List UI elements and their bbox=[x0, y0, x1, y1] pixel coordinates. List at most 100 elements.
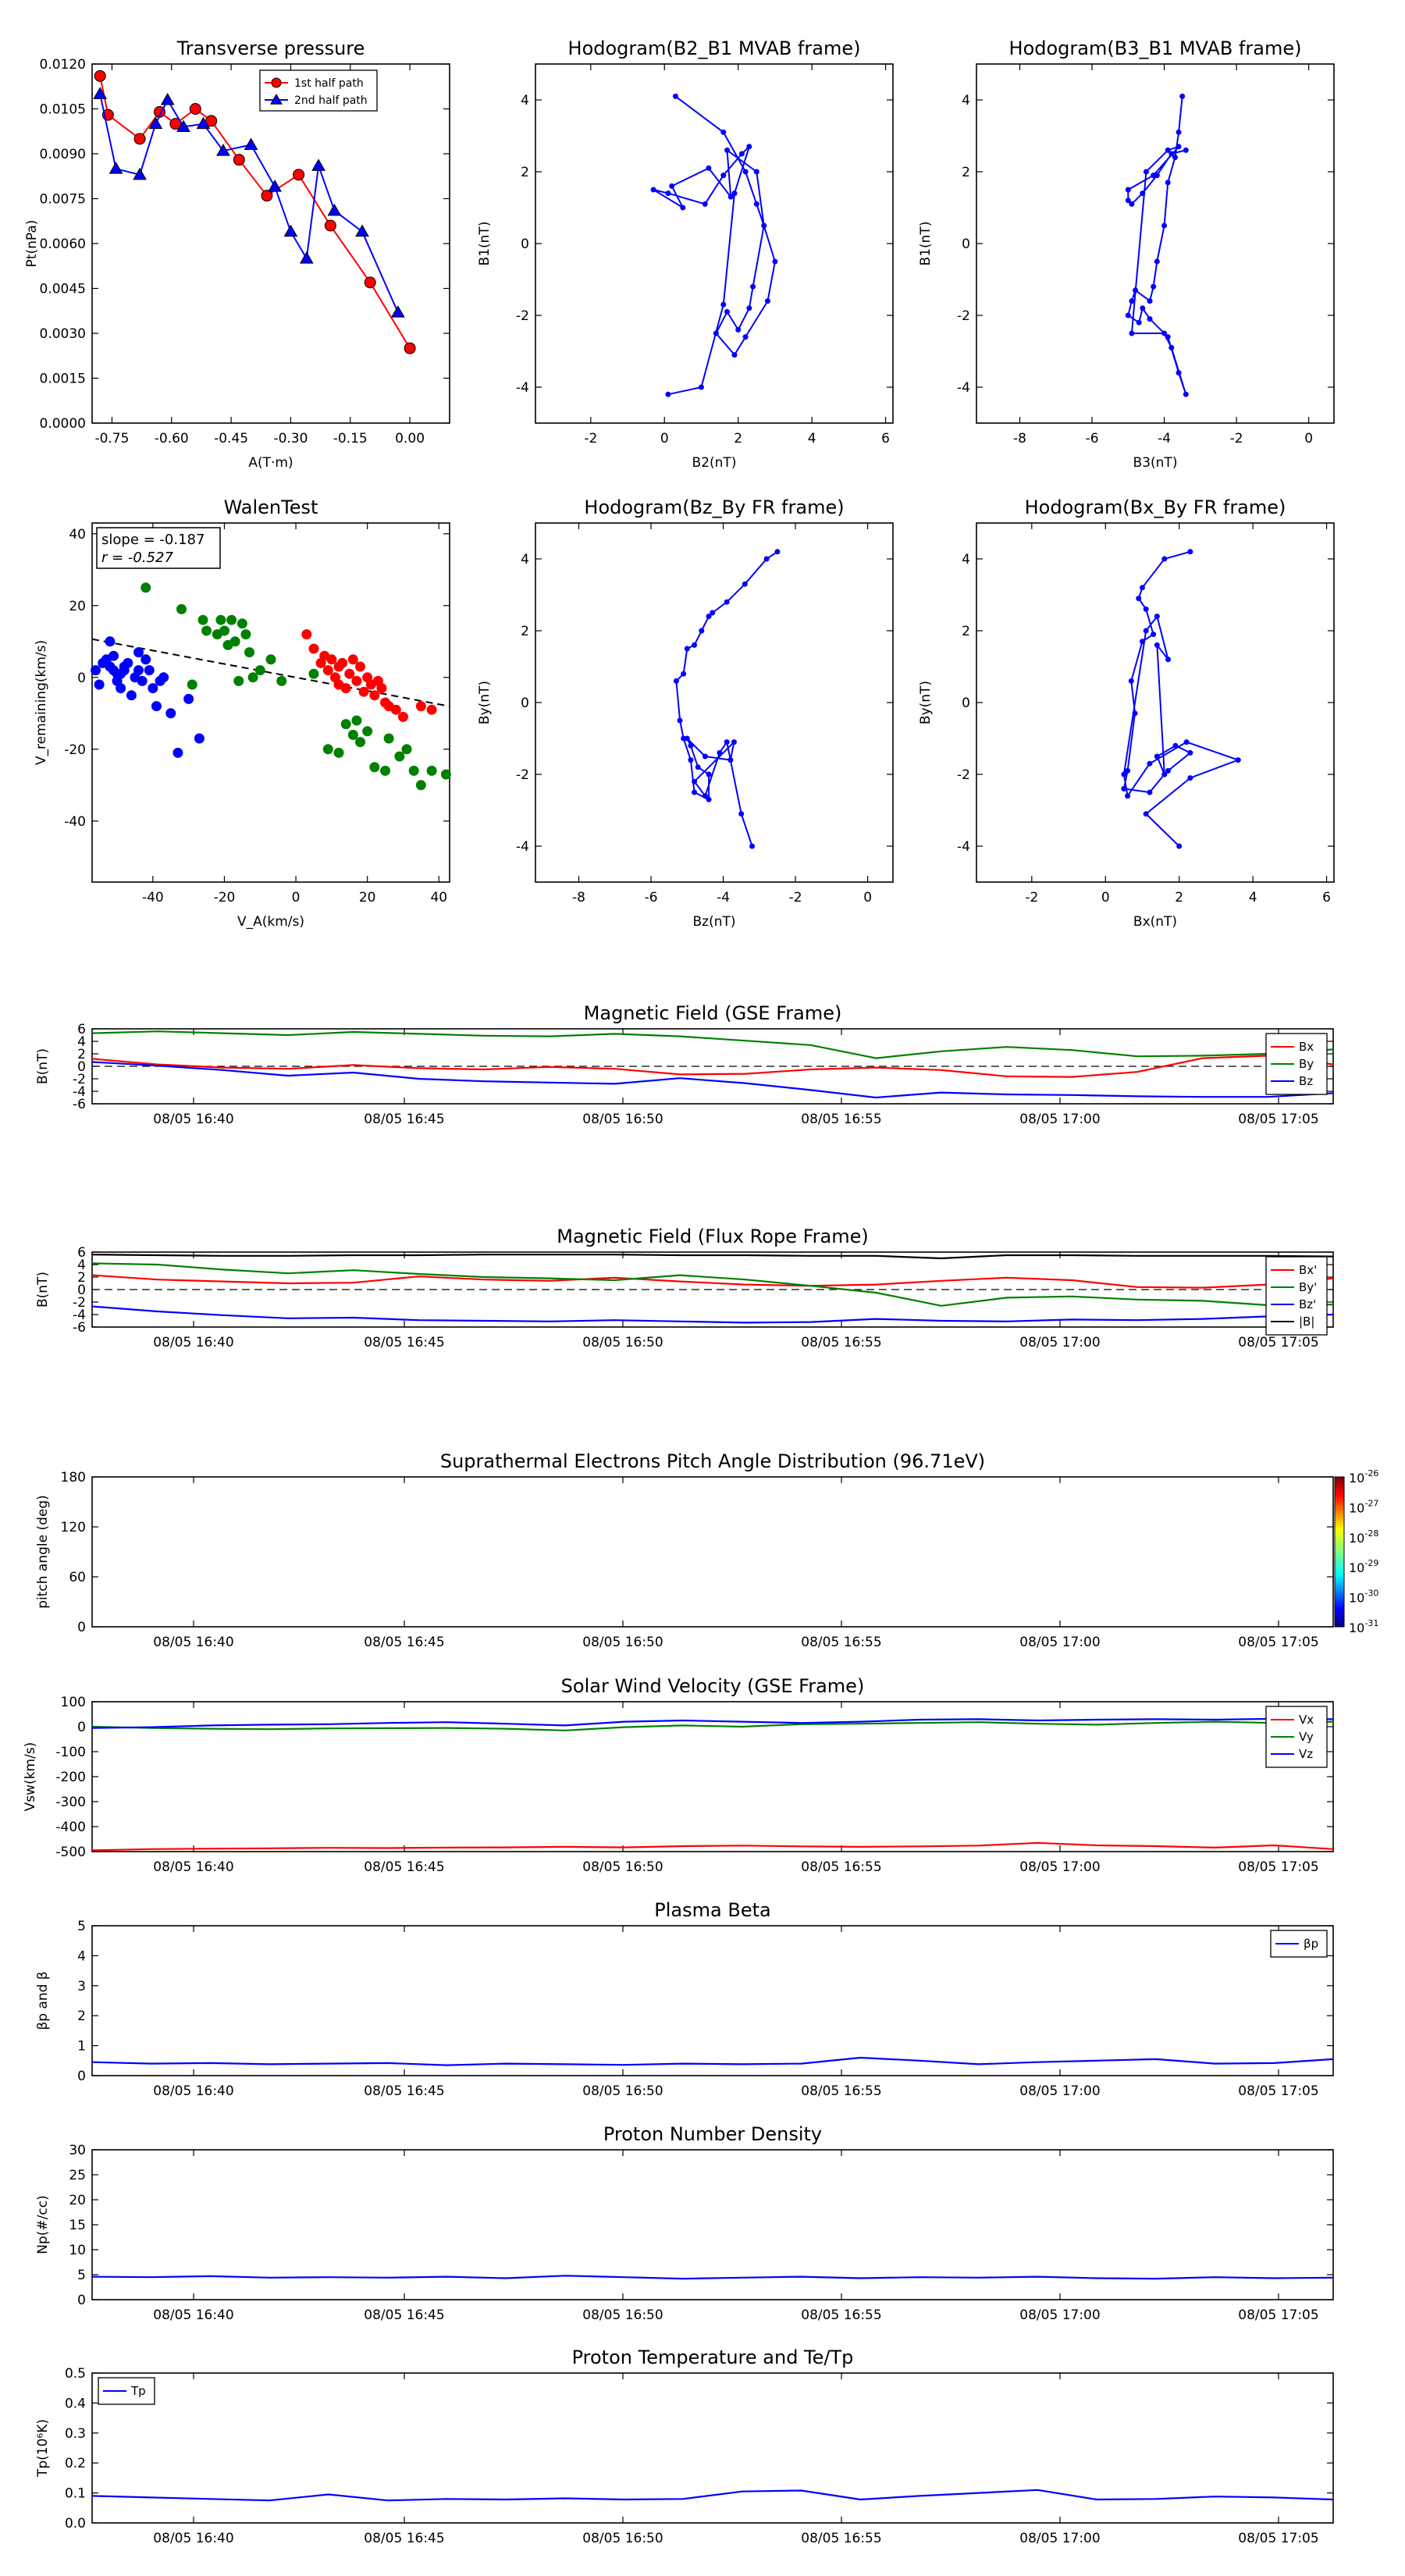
series-Tp bbox=[91, 2489, 1334, 2502]
x-tick-label: 08/05 17:00 bbox=[1019, 2083, 1100, 2099]
legend-box bbox=[1265, 1256, 1328, 1336]
y-tick-label: -2 bbox=[516, 308, 529, 324]
scatter-point bbox=[151, 701, 162, 712]
marker-dot bbox=[706, 771, 712, 777]
x-axis-label: B2(nT) bbox=[692, 455, 737, 471]
chart-title: Proton Temperature and Te/Tp bbox=[572, 2347, 854, 2368]
x-tick-label: 08/05 16:50 bbox=[582, 1859, 663, 1875]
x-tick-label: 20 bbox=[359, 890, 376, 906]
series-Bz bbox=[91, 1061, 1334, 1099]
x-tick-label: 08/05 16:40 bbox=[153, 1335, 233, 1350]
y-axis-label: By(nT) bbox=[477, 681, 493, 724]
legend-label: By' bbox=[1299, 1280, 1317, 1294]
x-tick-label: 08/05 16:40 bbox=[153, 1859, 233, 1875]
y-tick-label: 0.0075 bbox=[40, 192, 86, 208]
x-tick-label: 08/05 17:00 bbox=[1019, 2307, 1100, 2323]
y-tick-label: -6 bbox=[73, 1320, 86, 1336]
y-tick-label: -200 bbox=[55, 1770, 86, 1785]
scatter-point bbox=[148, 683, 158, 694]
series-Bz' bbox=[91, 1305, 1334, 1324]
marker-dot bbox=[702, 201, 708, 207]
y-tick-label: 0.4 bbox=[65, 2396, 86, 2411]
x-tick-label: 08/05 17:05 bbox=[1238, 2531, 1318, 2546]
marker-dot bbox=[1168, 151, 1175, 157]
marker-dot bbox=[749, 843, 756, 849]
x-tick-label: 0 bbox=[292, 890, 301, 906]
scatter-point bbox=[326, 654, 337, 665]
marker-dot bbox=[1147, 789, 1153, 795]
y-axis-label: B(nT) bbox=[35, 1272, 51, 1308]
chart-pad: 0 60 120 180 08/05 16:40 08/05 16:45 08/05 16:… bbox=[35, 1450, 1378, 1650]
marker-dot bbox=[720, 301, 727, 308]
scatter-point bbox=[108, 650, 119, 661]
y-tick-label: 20 bbox=[69, 599, 86, 614]
marker-dot bbox=[650, 187, 656, 193]
y-tick-label: 4 bbox=[521, 552, 529, 568]
y-tick-label: 40 bbox=[69, 527, 86, 543]
marker-dot bbox=[1154, 753, 1160, 760]
legend-label: βp bbox=[1304, 1937, 1318, 1951]
marker-dot bbox=[665, 190, 671, 197]
marker-triangle bbox=[196, 116, 211, 130]
scatter-point bbox=[176, 603, 187, 614]
scatter-point bbox=[440, 769, 451, 780]
colorbar-exponent: -30 bbox=[1364, 1589, 1378, 1599]
marker-dot bbox=[1165, 767, 1172, 774]
marker-dot bbox=[1121, 771, 1127, 777]
marker-dot bbox=[1172, 155, 1178, 161]
x-tick-label: 4 bbox=[808, 431, 816, 447]
marker-dot bbox=[669, 183, 675, 189]
scatter-point bbox=[383, 733, 394, 744]
y-tick-label: 0 bbox=[77, 1720, 86, 1735]
legend-label: Bx' bbox=[1299, 1263, 1317, 1277]
marker-dot bbox=[1125, 793, 1131, 799]
marker-dot bbox=[1161, 222, 1168, 229]
x-tick-label: 2 bbox=[734, 431, 742, 447]
x-axis-label: Bx(nT) bbox=[1133, 914, 1177, 930]
y-axis-label: Np(#/cc) bbox=[35, 2195, 51, 2254]
scatter-point bbox=[105, 636, 116, 647]
marker-circle bbox=[293, 169, 305, 181]
marker-circle bbox=[94, 69, 106, 82]
scatter-point bbox=[369, 762, 380, 773]
y-axis-label: B1(nT) bbox=[477, 222, 493, 266]
marker-dot bbox=[1154, 173, 1160, 179]
scatter-point bbox=[158, 672, 169, 683]
x-tick-label: 08/05 16:55 bbox=[801, 1859, 881, 1875]
chart-title: Hodogram(Bx_By FR frame) bbox=[1025, 496, 1286, 518]
x-tick-label: -0.45 bbox=[214, 431, 248, 447]
x-tick-label: 6 bbox=[1322, 890, 1331, 906]
y-tick-label: -2 bbox=[957, 767, 970, 783]
marker-dot bbox=[695, 764, 701, 770]
marker-dot bbox=[1133, 287, 1139, 294]
scatter-point bbox=[140, 654, 151, 665]
marker-dot bbox=[1125, 767, 1131, 774]
chart-title: Hodogram(Bz_By FR frame) bbox=[584, 496, 844, 518]
scatter-point bbox=[219, 625, 229, 636]
y-tick-label: 2 bbox=[77, 2008, 86, 2024]
scatter-point bbox=[358, 686, 369, 697]
y-tick-label: 2 bbox=[962, 165, 970, 180]
x-tick-label: 08/05 17:05 bbox=[1238, 2307, 1318, 2323]
series-Vz bbox=[91, 1717, 1334, 1729]
scatter-point bbox=[144, 665, 155, 676]
y-tick-label: 0.5 bbox=[65, 2366, 86, 2382]
x-tick-label: 08/05 17:00 bbox=[1019, 1335, 1100, 1350]
scatter-point bbox=[126, 690, 137, 701]
x-tick-label: 08/05 17:00 bbox=[1019, 1112, 1100, 1127]
series-Bx' bbox=[91, 1274, 1334, 1289]
marker-dot bbox=[1129, 201, 1135, 207]
marker-triangle bbox=[355, 224, 369, 237]
marker-triangle bbox=[148, 116, 163, 130]
scatter-point bbox=[91, 665, 101, 676]
series-Vx bbox=[91, 1841, 1334, 1852]
x-tick-label: 08/05 16:50 bbox=[582, 2531, 663, 2546]
plot-frame bbox=[91, 1925, 1334, 2076]
x-tick-label: 08/05 16:40 bbox=[153, 2083, 233, 2099]
series-line bbox=[1127, 96, 1187, 396]
scatter-point bbox=[355, 661, 365, 672]
y-tick-label: 0 bbox=[521, 237, 529, 252]
marker-dot bbox=[1176, 843, 1183, 849]
colorbar-tick-label: 10-31 bbox=[1349, 1618, 1378, 1635]
marker-dot bbox=[1161, 556, 1168, 562]
